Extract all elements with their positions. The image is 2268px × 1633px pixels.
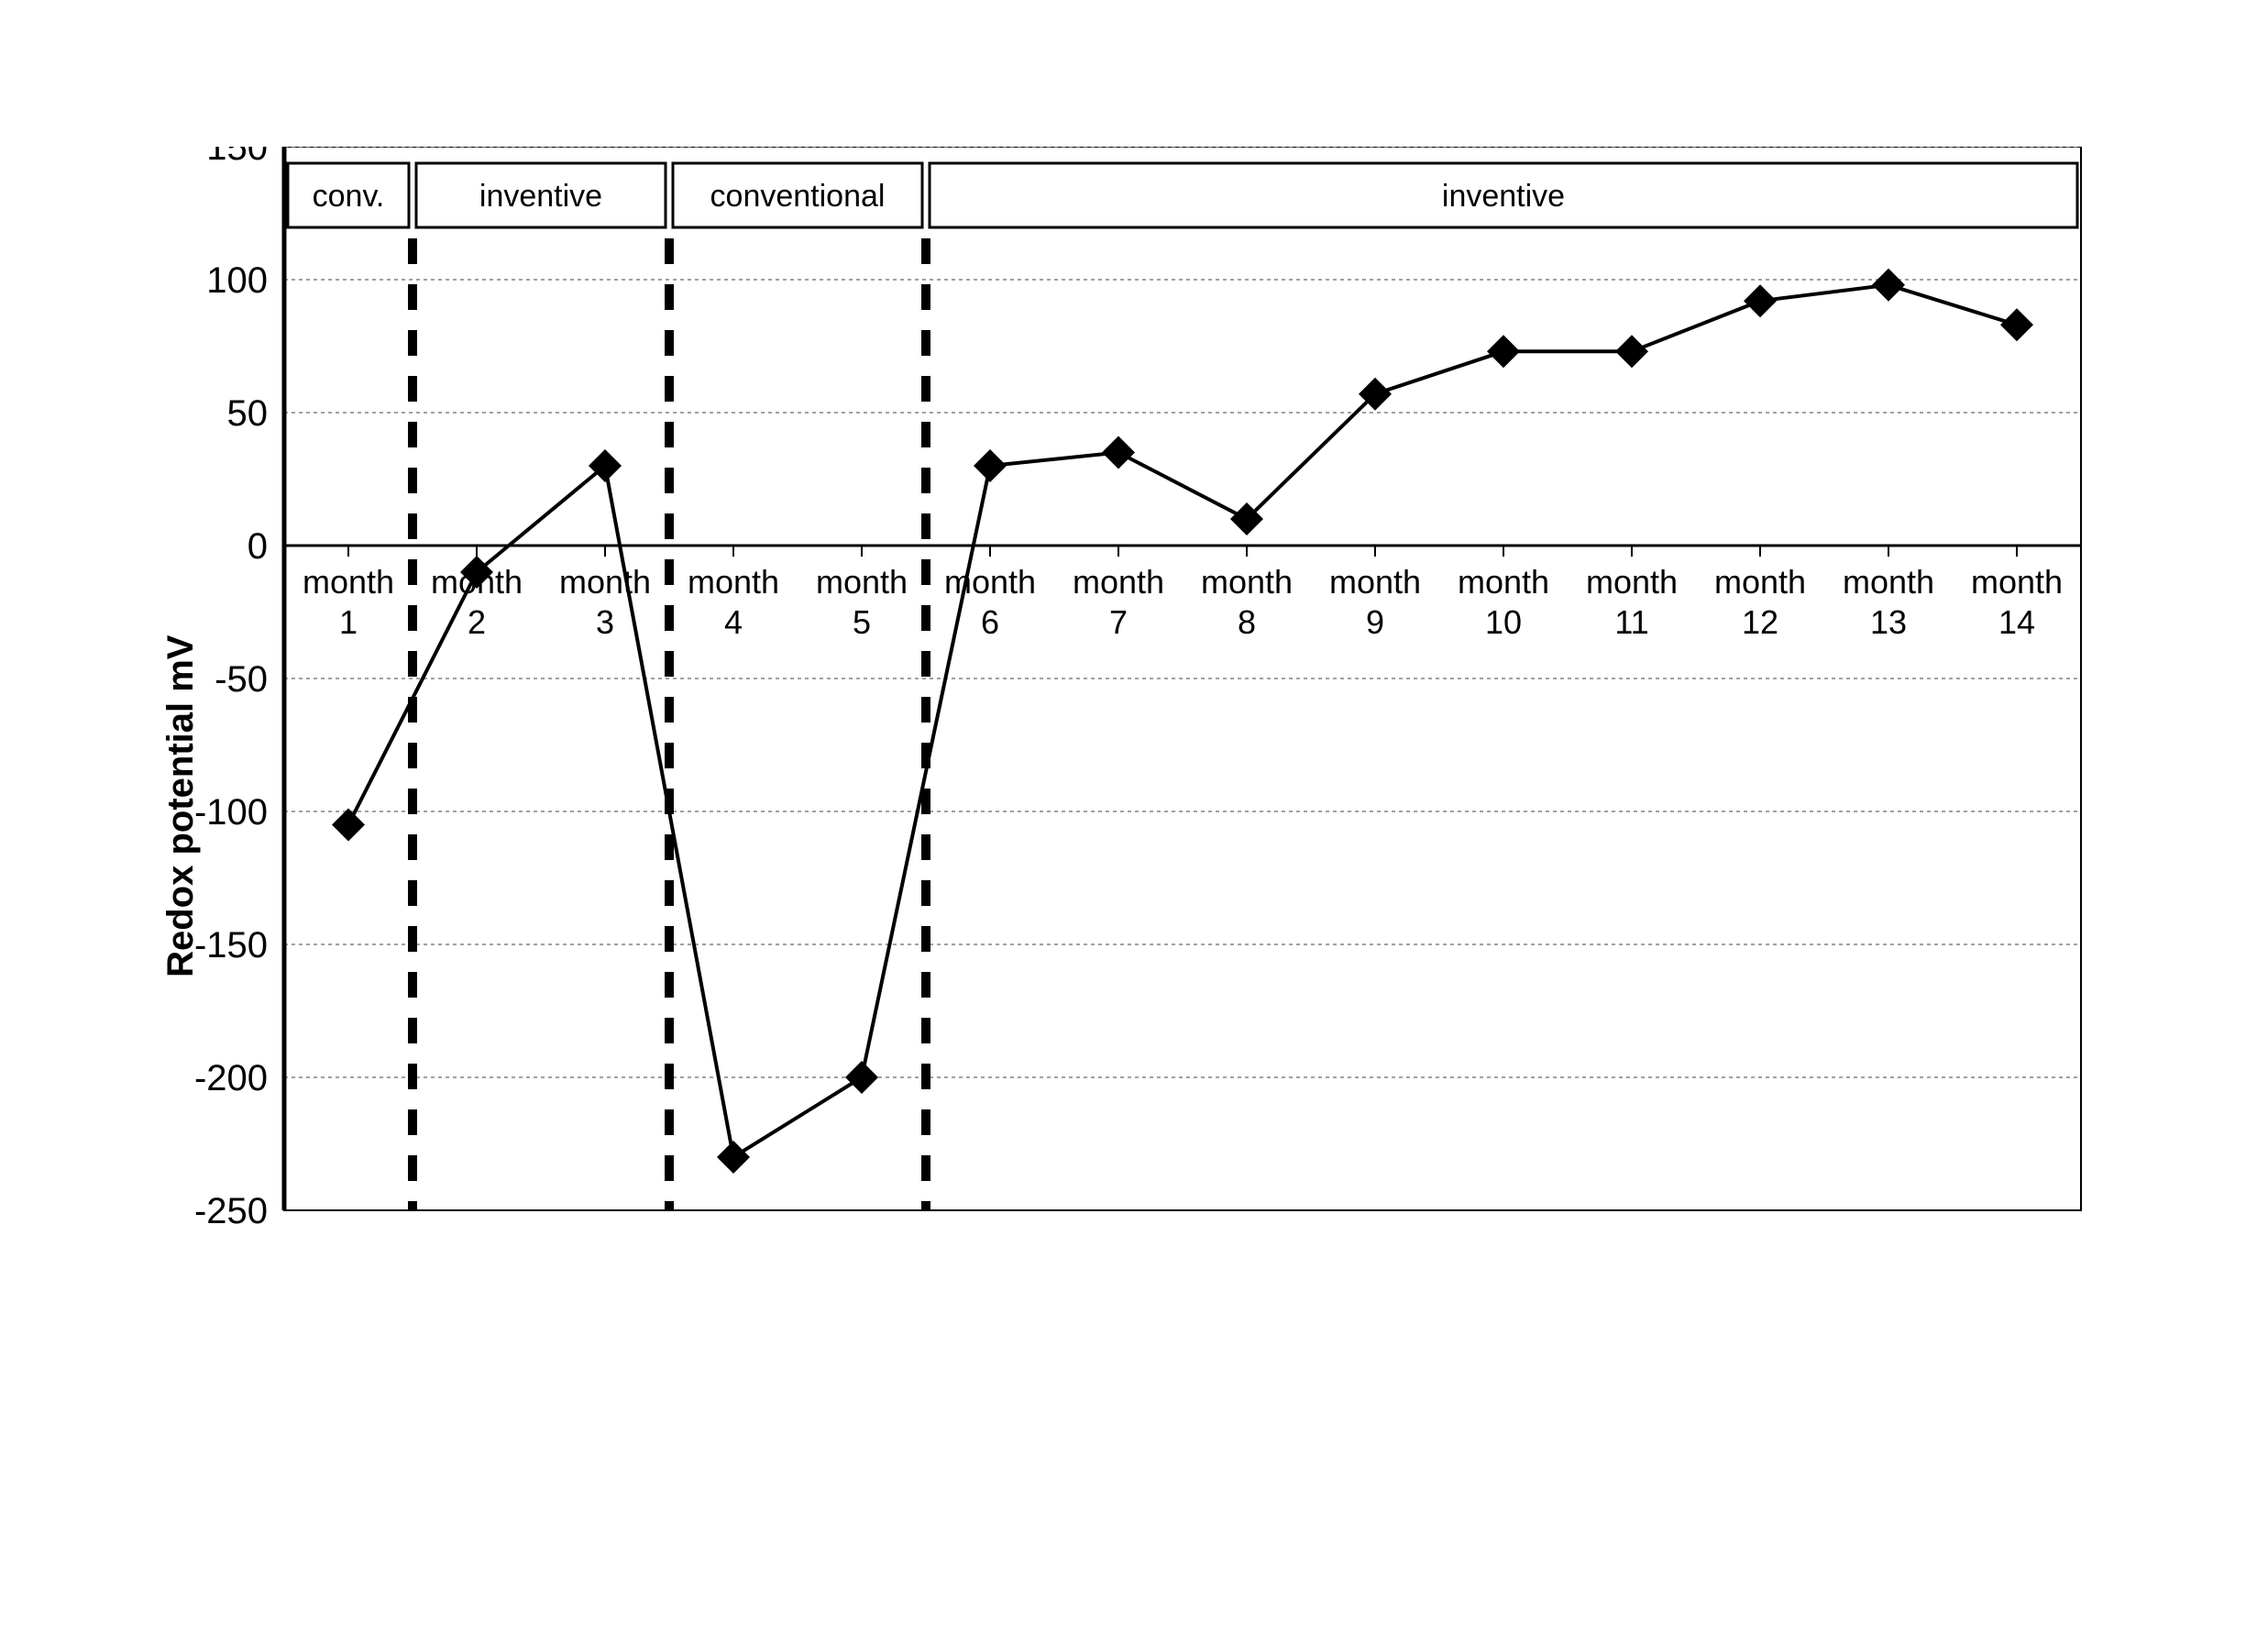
x-tick-label-line2: 9 — [1366, 603, 1384, 641]
region-label: inventive — [479, 179, 602, 214]
y-tick-label: 150 — [206, 147, 268, 168]
y-tick-label: -50 — [215, 659, 268, 700]
x-tick-label-line2: 1 — [339, 603, 358, 641]
x-tick-label-line2: 11 — [1614, 603, 1648, 641]
y-tick-label: 100 — [206, 260, 268, 301]
series-marker — [1615, 335, 1648, 368]
x-tick-label-line2: 7 — [1109, 603, 1128, 641]
x-tick-label-line2: 12 — [1742, 603, 1778, 641]
y-tick-label: -150 — [194, 925, 268, 965]
x-tick-label-line1: month — [1073, 563, 1164, 601]
x-tick-label-line2: 8 — [1238, 603, 1256, 641]
y-tick-label: 0 — [248, 526, 268, 567]
y-tick-label: -100 — [194, 792, 268, 833]
y-tick-label: -250 — [194, 1191, 268, 1231]
x-tick-label-line1: month — [816, 563, 908, 601]
x-tick-label-line1: month — [688, 563, 779, 601]
series-line — [348, 285, 2017, 1157]
x-tick-label-line2: 4 — [724, 603, 743, 641]
series-marker — [1744, 284, 1777, 317]
x-tick-label-line1: month — [1458, 563, 1549, 601]
series-marker — [2000, 308, 2033, 341]
x-tick-label-line1: month — [944, 563, 1036, 601]
y-axis-label: Redox potential mV — [165, 634, 201, 977]
x-tick-label-line1: month — [1201, 563, 1293, 601]
series-marker — [1872, 269, 1905, 302]
region-label: conv. — [313, 179, 385, 214]
x-tick-label-line2: 2 — [468, 603, 486, 641]
region-label: conventional — [710, 179, 886, 214]
series-marker — [1487, 335, 1520, 368]
x-tick-label-line1: month — [1971, 563, 2063, 601]
series-marker — [332, 809, 365, 842]
y-tick-label: 50 — [227, 393, 269, 434]
series-marker — [717, 1141, 750, 1174]
x-tick-label-line2: 10 — [1485, 603, 1522, 641]
x-tick-label-line1: month — [1329, 563, 1421, 601]
region-label: inventive — [1442, 179, 1565, 214]
series-marker — [1102, 436, 1135, 469]
x-tick-label-line1: month — [1843, 563, 1934, 601]
x-tick-label-line2: 14 — [1998, 603, 2035, 641]
x-tick-label-line2: 5 — [853, 603, 871, 641]
x-tick-label-line1: month — [303, 563, 394, 601]
series-marker — [845, 1061, 878, 1094]
x-tick-label-line2: 6 — [981, 603, 999, 641]
y-tick-label: -200 — [194, 1058, 268, 1098]
x-tick-label-line2: 13 — [1870, 603, 1907, 641]
series-marker — [974, 449, 1007, 482]
x-tick-label-line1: month — [1586, 563, 1678, 601]
redox-chart: -250-200-150-100-50050100150month1month2… — [165, 147, 2090, 1247]
x-tick-label-line1: month — [559, 563, 651, 601]
x-tick-label-line1: month — [1714, 563, 1806, 601]
x-tick-label-line2: 3 — [596, 603, 614, 641]
